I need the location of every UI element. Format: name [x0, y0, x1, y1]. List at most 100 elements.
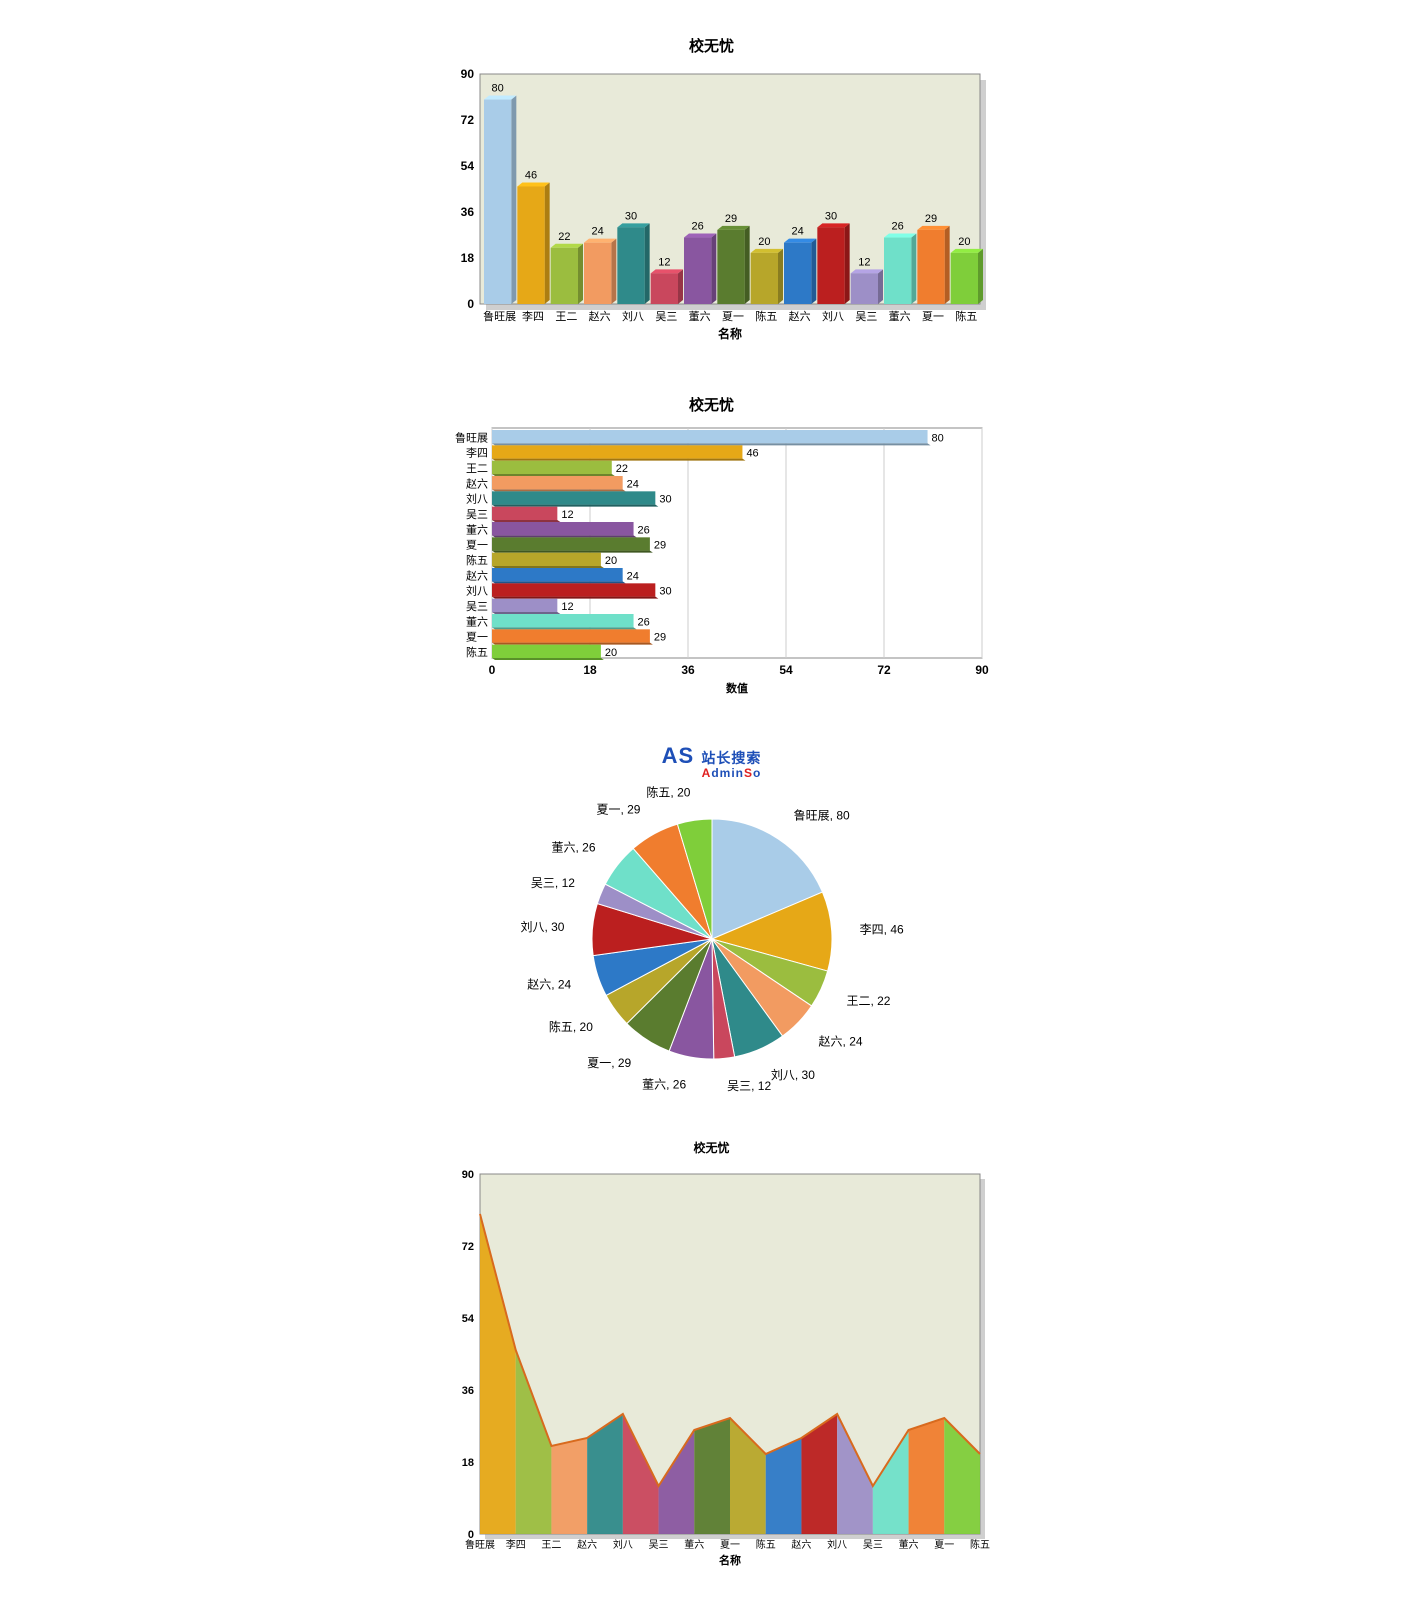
svg-text:吴三: 吴三	[466, 508, 488, 521]
svg-text:46: 46	[746, 448, 758, 460]
bar	[817, 227, 844, 304]
svg-text:董六: 董六	[466, 523, 488, 536]
svg-text:董六, 26: 董六, 26	[642, 1078, 686, 1092]
hbar	[492, 629, 650, 642]
svg-text:36: 36	[681, 663, 695, 677]
svg-text:20: 20	[758, 236, 770, 248]
svg-text:陈五: 陈五	[466, 645, 488, 659]
svg-text:陈五: 陈五	[466, 553, 488, 567]
svg-text:22: 22	[558, 231, 570, 243]
svg-text:李四: 李四	[505, 1538, 525, 1551]
svg-text:刘八: 刘八	[466, 493, 488, 506]
svg-text:夏一: 夏一	[934, 1539, 954, 1551]
svg-text:30: 30	[659, 586, 671, 598]
svg-text:数值: 数值	[726, 681, 748, 695]
svg-text:陈五, 20: 陈五, 20	[646, 785, 690, 800]
svg-text:名称: 名称	[719, 1553, 741, 1567]
hbar	[492, 461, 612, 474]
svg-text:董六: 董六	[684, 1538, 704, 1551]
svg-text:刘八: 刘八	[827, 1539, 847, 1551]
bar	[784, 243, 811, 304]
svg-text:陈五: 陈五	[970, 1538, 990, 1551]
svg-text:董六: 董六	[888, 310, 910, 323]
svg-text:鲁旺展, 80: 鲁旺展, 80	[793, 809, 849, 823]
svg-text:26: 26	[637, 616, 649, 628]
svg-text:22: 22	[615, 463, 627, 475]
bar	[950, 253, 977, 304]
svg-text:12: 12	[561, 509, 573, 521]
hbar	[492, 430, 928, 443]
svg-text:54: 54	[779, 663, 793, 677]
svg-text:20: 20	[604, 647, 616, 659]
bar	[650, 273, 677, 304]
hbar	[492, 507, 557, 520]
svg-text:鲁旺展: 鲁旺展	[455, 430, 488, 444]
bar	[517, 186, 544, 304]
hbar	[492, 553, 601, 566]
svg-text:赵六: 赵六	[466, 476, 488, 490]
svg-text:夏一: 夏一	[466, 539, 488, 552]
svg-text:0: 0	[467, 297, 474, 311]
svg-text:刘八, 30: 刘八, 30	[520, 920, 564, 934]
horizontal-bar-chart: 校无忧 0183654729080鲁旺展46李四22王二24赵六30刘八12吴三…	[432, 394, 992, 713]
svg-text:吴三: 吴三	[466, 600, 488, 613]
svg-text:46: 46	[524, 169, 536, 181]
svg-text:24: 24	[626, 478, 638, 490]
svg-text:夏一: 夏一	[722, 310, 744, 323]
svg-text:26: 26	[891, 221, 903, 233]
svg-text:夏一: 夏一	[720, 1539, 740, 1551]
svg-text:李四, 46: 李四, 46	[859, 921, 903, 936]
svg-text:名称: 名称	[717, 326, 741, 341]
svg-text:20: 20	[604, 555, 616, 567]
svg-text:吴三: 吴三	[648, 1539, 668, 1551]
svg-text:30: 30	[659, 494, 671, 506]
svg-text:80: 80	[491, 83, 503, 95]
svg-text:80: 80	[931, 432, 943, 444]
svg-text:54: 54	[461, 1313, 474, 1325]
hbar	[492, 445, 742, 458]
svg-text:0: 0	[488, 663, 495, 677]
svg-text:30: 30	[824, 210, 836, 222]
svg-text:54: 54	[460, 159, 474, 173]
svg-text:吴三, 12: 吴三, 12	[530, 876, 574, 890]
svg-text:王二: 王二	[541, 1540, 561, 1551]
svg-text:赵六: 赵六	[466, 568, 488, 582]
hbar	[492, 522, 634, 535]
svg-text:刘八: 刘八	[822, 310, 844, 323]
svg-text:29: 29	[653, 632, 665, 644]
svg-text:鲁旺展: 鲁旺展	[465, 1538, 495, 1551]
svg-text:24: 24	[791, 226, 803, 238]
svg-text:赵六: 赵六	[791, 1538, 811, 1551]
svg-text:赵六, 24: 赵六, 24	[527, 978, 571, 992]
svg-text:29: 29	[724, 213, 736, 225]
svg-text:董六: 董六	[898, 1538, 918, 1551]
svg-text:赵六: 赵六	[788, 309, 810, 323]
svg-text:陈五, 20: 陈五, 20	[548, 1019, 592, 1034]
svg-text:陈五: 陈五	[755, 309, 777, 323]
svg-text:18: 18	[460, 251, 474, 265]
svg-text:90: 90	[460, 67, 474, 81]
pie-chart-svg: 鲁旺展, 80 李四, 46 王二, 22 赵六, 24 刘八, 30 吴三, 12 董六,…	[432, 779, 992, 1109]
svg-text:72: 72	[461, 1241, 473, 1253]
bar	[917, 230, 944, 304]
bar	[884, 238, 911, 304]
svg-text:29: 29	[653, 540, 665, 552]
svg-text:王二: 王二	[466, 463, 488, 475]
hbar	[492, 491, 655, 504]
svg-text:王二, 22: 王二, 22	[846, 994, 890, 1008]
area-chart: 校无忧 01836547290鲁旺展李四王二赵六刘八吴三董六夏一陈五赵六刘八吴三…	[432, 1139, 992, 1584]
area-seg	[694, 1418, 730, 1534]
svg-text:李四: 李四	[466, 446, 488, 460]
svg-text:20: 20	[958, 236, 970, 248]
svg-text:董六: 董六	[688, 310, 710, 323]
hbar	[492, 537, 650, 550]
hbar	[492, 583, 655, 596]
svg-text:26: 26	[637, 524, 649, 536]
area-seg	[908, 1418, 944, 1534]
svg-text:董六, 26: 董六, 26	[551, 841, 595, 855]
svg-text:90: 90	[975, 663, 989, 677]
chart-title: 校无忧	[432, 1139, 992, 1156]
svg-text:12: 12	[658, 256, 670, 268]
bar	[584, 243, 611, 304]
svg-text:赵六: 赵六	[577, 1538, 597, 1551]
